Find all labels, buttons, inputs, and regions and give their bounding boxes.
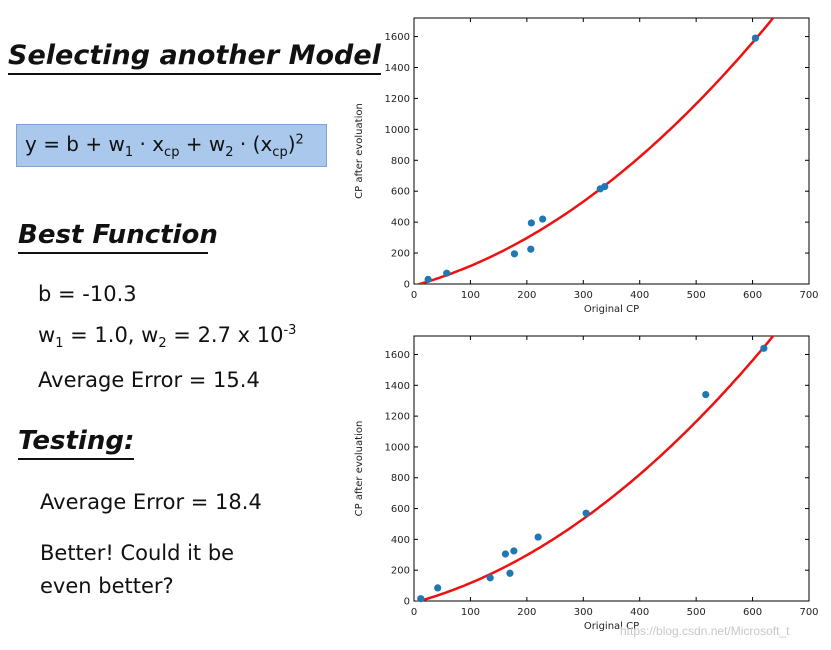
chart-2-y-tick-label-2: 400: [391, 535, 410, 546]
formula-part-w2: + w: [179, 131, 226, 156]
formula-part-x: · x: [133, 131, 165, 156]
chart-2-x-tick-label-1: 100: [461, 607, 480, 618]
w2-value: = 2.7 x 10: [166, 323, 284, 347]
chart-2-y-tick-label-1: 200: [391, 566, 410, 577]
chart-2-x-tick-label-6: 600: [743, 607, 762, 618]
chart-1-y-tick-label-4: 800: [391, 156, 410, 167]
chart-2-y-tick-label-3: 600: [391, 504, 410, 515]
formula-sup: 2: [295, 131, 304, 147]
chart-1-y-tick-label-8: 1600: [385, 32, 410, 43]
chart-2-x-tick-label-0: 0: [411, 607, 417, 618]
chart-1-point-5: [539, 215, 547, 223]
training-average-error: Average Error = 15.4: [38, 368, 260, 392]
chart-1-point-8: [751, 34, 759, 42]
better-question-line-2: even better?: [40, 574, 174, 598]
formula-sub-1: 1: [124, 144, 134, 160]
chart-1-y-tick-label-2: 400: [391, 218, 410, 229]
chart-1-x-tick-label-1: 100: [461, 290, 480, 301]
chart-1-y-tick-label-0: 0: [404, 280, 410, 291]
formula-close: ): [287, 131, 296, 156]
chart-1-point-0: [424, 275, 432, 283]
chart-2-frame: [413, 335, 810, 602]
testing-average-error: Average Error = 18.4: [40, 490, 262, 514]
chart-1-fit-curve: [415, 18, 775, 284]
w2-sub: 2: [158, 336, 167, 352]
chart-1-point-7: [601, 182, 609, 191]
chart-2-x-axis-label: Original CP: [584, 621, 639, 632]
chart-2-x-tick-label-3: 300: [574, 607, 593, 618]
chart-1-x-tick-label-2: 200: [517, 290, 536, 301]
chart-2-y-tick-label-7: 1400: [385, 381, 410, 392]
chart-1-y-axis-label: CP after evoluation: [354, 103, 365, 199]
chart-1-x-tick-label-0: 0: [411, 290, 417, 301]
better-question-line-1: Better! Could it be: [40, 541, 235, 565]
weights-value: w1 = 1.0, w2 = 2.7 x 10-3: [38, 323, 296, 351]
chart-1-y-tick-label-5: 1000: [385, 125, 410, 136]
w1-value: = 1.0, w: [63, 323, 159, 347]
formula-text: y = b + w1 · xcp + w2 · (xcp)2: [25, 132, 304, 160]
chart-1-point-3: [527, 245, 535, 253]
chart-2-y-tick-label-0: 0: [404, 597, 410, 608]
chart-2-point-3: [501, 550, 510, 558]
formula-part-xsq: · (x: [233, 131, 273, 156]
chart-1-x-axis-label: Original CP: [584, 304, 639, 315]
formula-sub-2: 2: [225, 144, 234, 160]
chart-2-point-2: [486, 574, 494, 582]
chart-2-point-8: [702, 390, 710, 399]
chart-2-point-1: [434, 584, 442, 592]
chart-1-frame: [413, 17, 810, 285]
slide-title: Selecting another Model: [8, 40, 381, 75]
chart-1-x-tick-label-6: 600: [743, 290, 762, 301]
formula-sub-cp-1: cp: [164, 144, 180, 160]
chart-1-x-tick-label-3: 300: [574, 290, 593, 301]
chart-2-point-6: [534, 533, 542, 541]
chart-2-point-7: [582, 509, 590, 517]
testing-heading: Testing:: [18, 426, 135, 460]
chart-2-point-4: [506, 569, 514, 577]
chart-2-x-tick-label-7: 700: [799, 607, 818, 618]
chart-2-y-tick-label-8: 1600: [385, 350, 410, 361]
w2-exponent: -3: [283, 323, 297, 338]
chart-2-x-tick-label-5: 500: [687, 607, 706, 618]
best-function-heading: Best Function: [18, 220, 218, 254]
chart-1-x-tick-label-4: 400: [630, 290, 649, 301]
chart-2-point-9: [760, 344, 768, 352]
chart-1-y-tick-label-3: 600: [391, 187, 410, 198]
chart-2-x-tick-label-4: 400: [630, 607, 649, 618]
chart-2-fit-curve: [415, 336, 775, 601]
chart-1-y-tick-label-7: 1400: [385, 63, 410, 74]
chart-1-x-tick-label-7: 700: [799, 290, 818, 301]
chart-2-y-axis-label: CP after evoluation: [354, 421, 365, 517]
chart-1-point-4: [527, 219, 535, 227]
chart-1-y-tick-label-1: 200: [391, 249, 410, 260]
chart-2-y-tick-label-4: 800: [391, 473, 410, 484]
chart-2-y-tick-label-5: 1000: [385, 442, 410, 453]
chart-2-point-0: [417, 595, 425, 603]
watermark: https://blog.csdn.net/Microsoft_t: [620, 624, 790, 638]
formula-sub-cp-2: cp: [272, 144, 288, 160]
chart-2-x-tick-label-2: 200: [517, 607, 536, 618]
chart-2-point-5: [510, 547, 518, 555]
formula-part-y: y = b + w: [25, 131, 125, 156]
w1-label: w: [38, 323, 56, 347]
bias-value: b = -10.3: [38, 282, 137, 306]
chart-1-point-1: [443, 269, 451, 277]
chart-2-y-tick-label-6: 1200: [385, 412, 410, 423]
chart-1-point-2: [510, 250, 519, 258]
chart-1-x-tick-label-5: 500: [687, 290, 706, 301]
model-formula: y = b + w1 · xcp + w2 · (xcp)2: [16, 124, 327, 167]
w1-sub: 1: [55, 336, 64, 352]
chart-1-y-tick-label-6: 1200: [385, 94, 410, 105]
